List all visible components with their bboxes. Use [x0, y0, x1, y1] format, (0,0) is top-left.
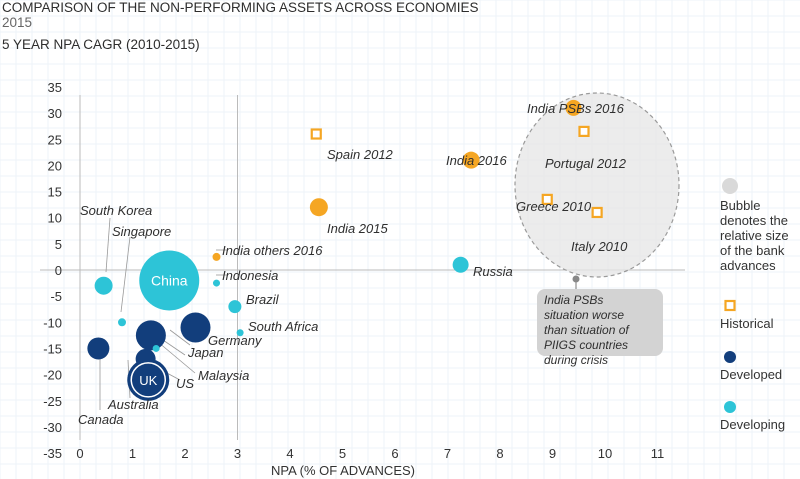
legend-bubble-marker	[722, 178, 738, 194]
label-uk: UK	[139, 373, 157, 388]
legend-historical-marker	[724, 299, 736, 312]
x-tick-label: 5	[339, 446, 346, 461]
x-tick-label: 1	[129, 446, 136, 461]
y-tick-label: 30	[48, 106, 62, 121]
legend-historical-text: Historical	[720, 316, 774, 331]
label-canada: Canada	[78, 412, 124, 427]
chart-title: COMPARISON OF THE NON-PERFORMING ASSETS …	[2, 0, 479, 15]
point-greece-2010	[541, 193, 553, 205]
x-tick-label: 2	[181, 446, 188, 461]
bubble-india-psbs-2016	[565, 99, 582, 116]
label-greece-2010: Greece 2010	[516, 199, 592, 214]
label-australia: Australia	[107, 397, 159, 412]
label-leader-line	[120, 236, 131, 313]
bubble-south-africa	[236, 329, 244, 337]
point-portugal-2012	[578, 125, 590, 138]
bubble-uk	[127, 358, 170, 401]
y-tick-label: -35	[43, 446, 62, 461]
label-india-others-2016: India others 2016	[222, 243, 323, 258]
y-tick-label: 20	[48, 158, 62, 173]
label-portugal-2012: Portugal 2012	[545, 156, 627, 171]
label-malaysia: Malaysia	[198, 368, 249, 383]
x-tick-label: 11	[651, 446, 665, 461]
legend-developed-text: Developed	[720, 367, 782, 382]
y-tick-label: 10	[48, 211, 62, 226]
label-leader-line	[157, 341, 196, 374]
y-tick-label: 25	[48, 132, 62, 147]
x-tick-label: 4	[286, 446, 293, 461]
bubble-indonesia	[213, 279, 220, 287]
label-spain-2012: Spain 2012	[327, 147, 394, 162]
label-leader-line	[105, 217, 111, 273]
point-italy-2010	[591, 206, 603, 219]
x-tick-label: 8	[496, 446, 503, 461]
legend-developing-text: Developing	[720, 417, 785, 432]
bubble-uk-inner-ring	[130, 362, 166, 398]
bubble-japan	[135, 320, 166, 351]
annotation-text: India PSBs situation worse than situation …	[544, 293, 630, 367]
legend-developing-marker	[724, 401, 736, 413]
label-leader-line	[169, 329, 191, 346]
label-indonesia: Indonesia	[222, 268, 278, 283]
y-tick-label: -15	[43, 341, 62, 356]
y-tick-label: -10	[43, 315, 62, 330]
bubble-singapore	[118, 318, 126, 327]
bubble-russia	[452, 256, 469, 273]
x-axis-title: NPA (% OF ADVANCES)	[271, 463, 415, 478]
bubble-india-others-2016	[212, 252, 221, 261]
y-tick-label: -5	[50, 289, 62, 304]
label-china: China	[151, 272, 188, 288]
y-tick-label: 15	[48, 185, 62, 200]
label-india-2015: India 2015	[327, 221, 388, 236]
bubble-canada	[87, 337, 110, 360]
bubble-brazil	[228, 300, 242, 314]
x-tick-label: 6	[391, 446, 398, 461]
annotation-box	[537, 289, 663, 356]
y-tick-label: 35	[48, 80, 62, 95]
bubble-india-2015	[309, 198, 328, 217]
piigs-highlight-ellipse	[514, 92, 680, 278]
x-tick-label: 3	[234, 446, 241, 461]
label-south-africa: South Africa	[248, 319, 318, 334]
y-tick-label: -20	[43, 368, 62, 383]
label-brazil: Brazil	[246, 292, 280, 307]
label-italy-2010: Italy 2010	[571, 239, 628, 254]
x-tick-label: 7	[444, 446, 451, 461]
label-germany: Germany	[208, 333, 263, 348]
bubble-south-korea	[94, 276, 113, 295]
label-india-2016: India 2016	[446, 153, 507, 168]
bubble-malaysia	[152, 344, 160, 352]
label-india-psbs-2016: India PSBs 2016	[527, 101, 625, 116]
y-tick-label: 0	[55, 263, 62, 278]
label-russia: Russia	[473, 264, 513, 279]
y-tick-label: 5	[55, 237, 62, 252]
y-tick-label: -30	[43, 420, 62, 435]
legend-bubble-text: Bubble denotes the relative size of the ban…	[720, 198, 789, 273]
label-us: US	[176, 376, 194, 391]
label-singapore: Singapore	[112, 224, 171, 239]
bubble-china	[139, 250, 200, 311]
bubble-india-2016	[462, 151, 480, 169]
annotation-dot	[572, 275, 580, 283]
label-japan: Japan	[187, 345, 223, 360]
chart-subtitle-year: 2015	[2, 15, 33, 30]
chart-subtitle-metric: 5 YEAR NPA CAGR (2010-2015)	[2, 37, 200, 52]
x-tick-label: 10	[598, 446, 612, 461]
legend-developed-marker	[724, 351, 736, 363]
y-tick-label: -25	[43, 394, 62, 409]
x-tick-label: 9	[549, 446, 556, 461]
label-south-korea: South Korea	[80, 203, 152, 218]
x-tick-label: 0	[76, 446, 83, 461]
bubble-germany	[180, 312, 211, 343]
point-spain-2012	[310, 128, 322, 140]
